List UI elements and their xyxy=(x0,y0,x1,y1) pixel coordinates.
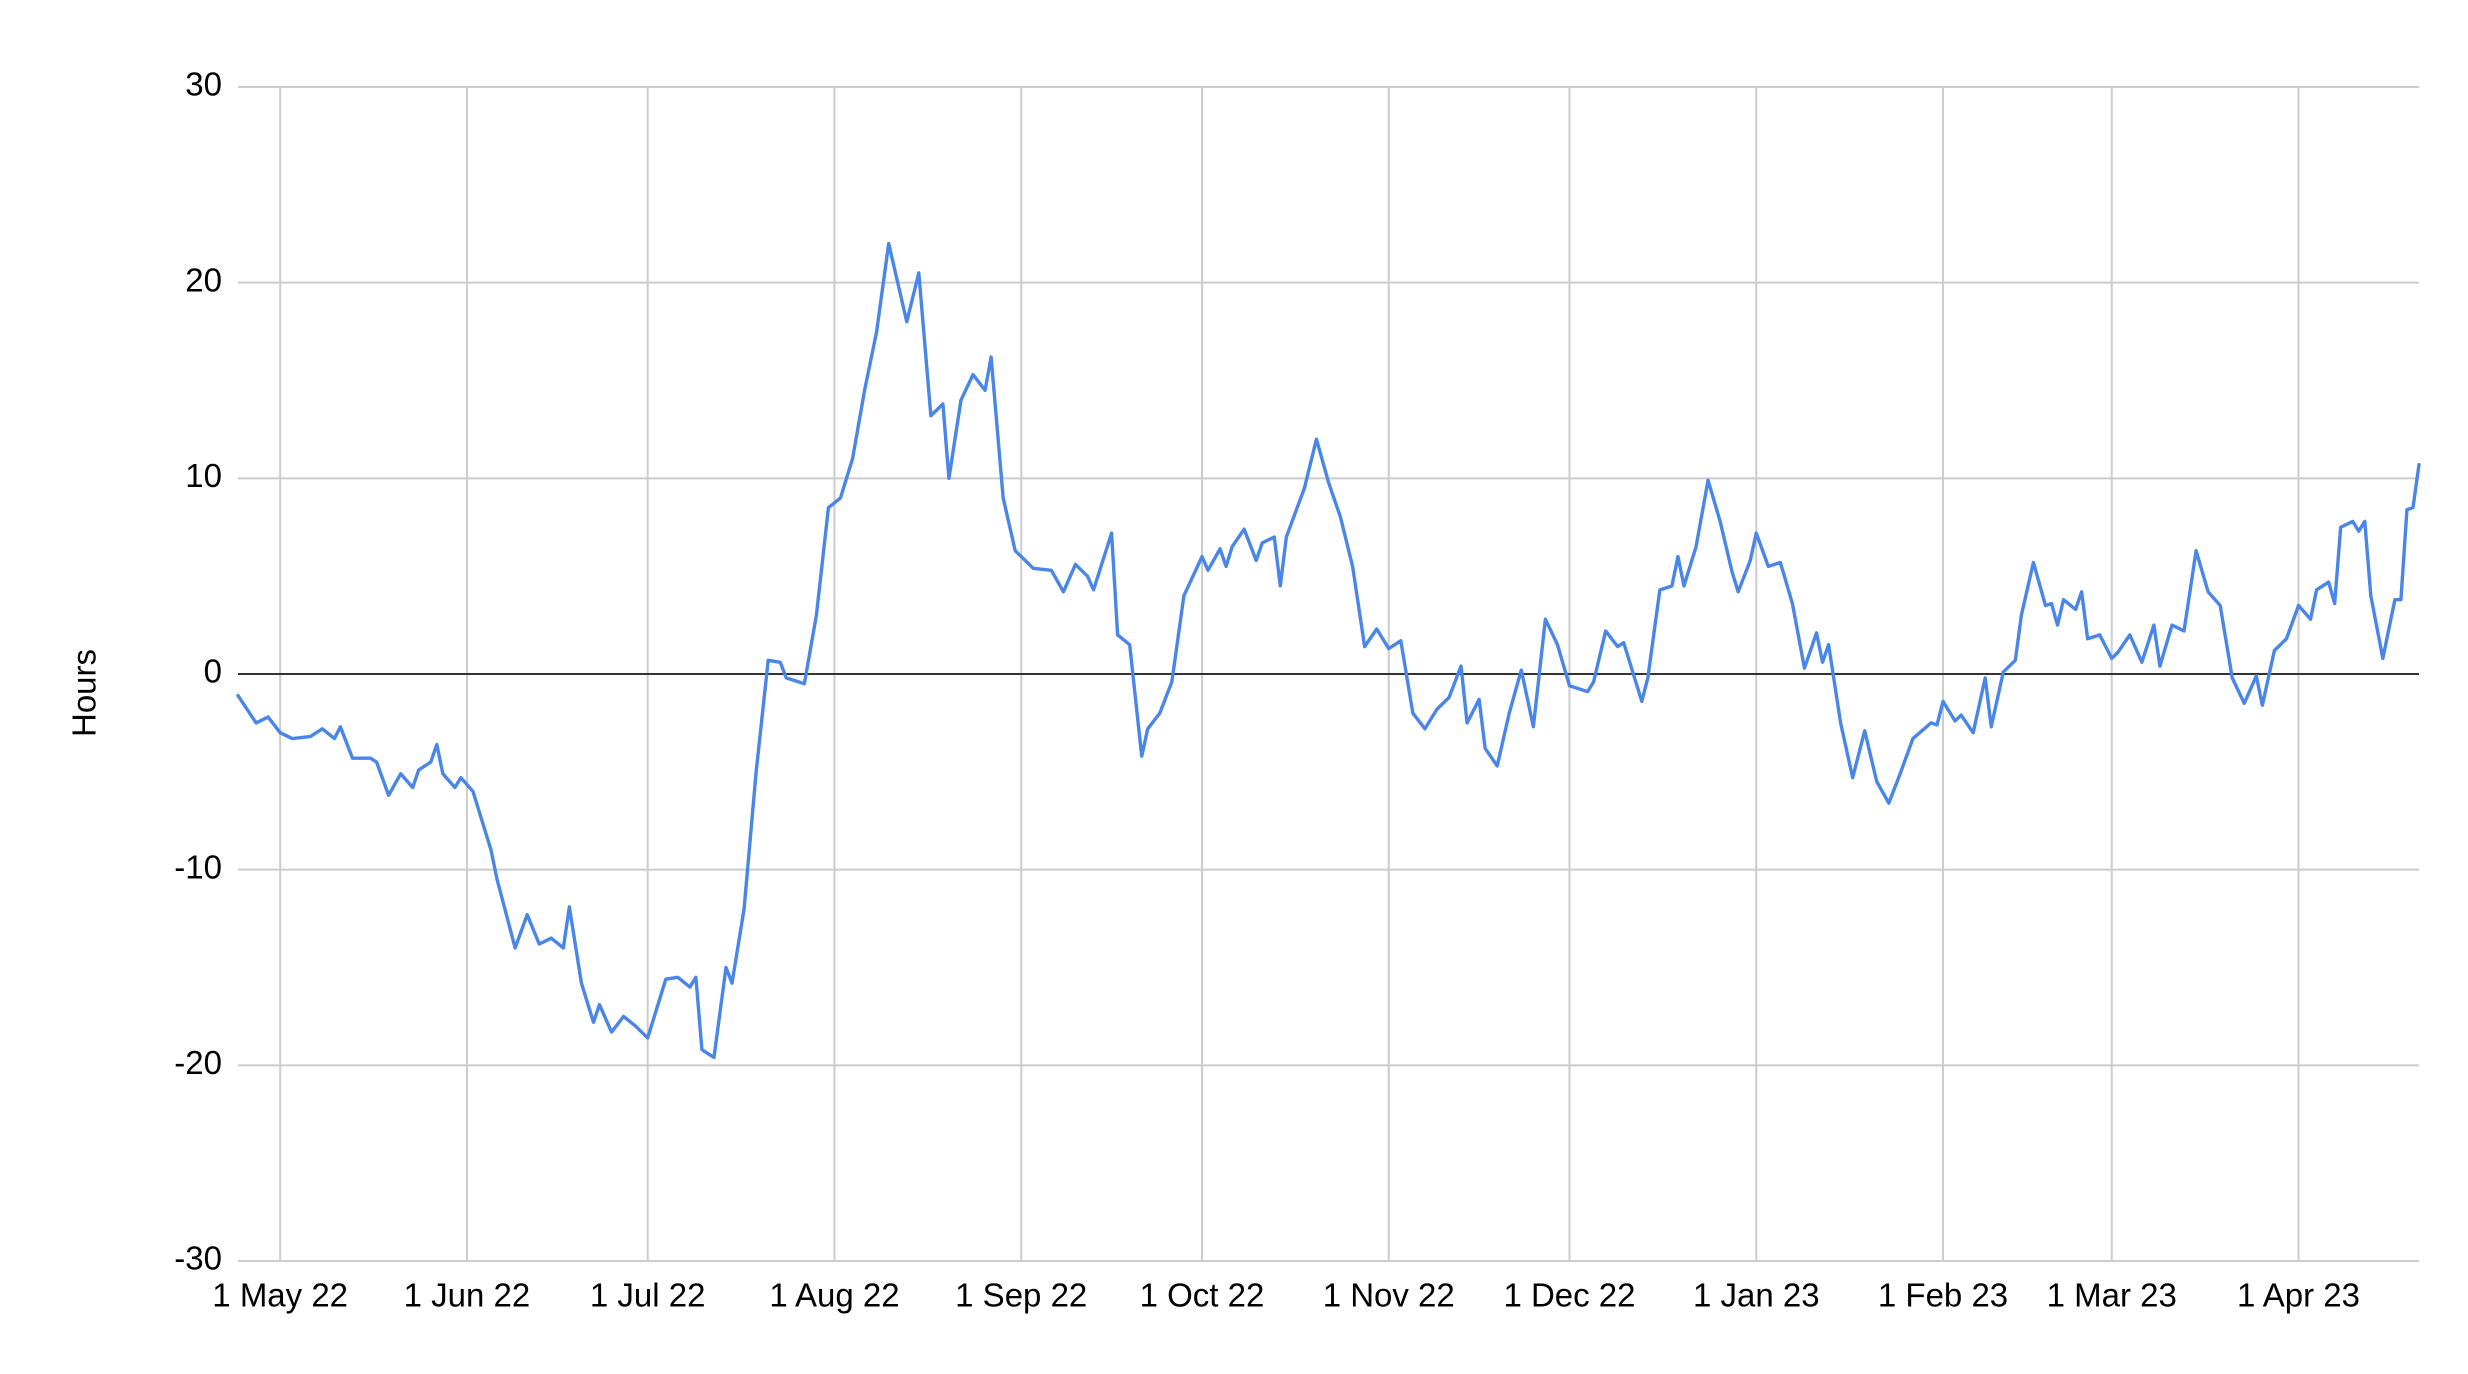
data-line xyxy=(236,241,2421,1060)
x-tick-label: 1 Sep 22 xyxy=(955,1277,1087,1314)
x-tick-label: 1 Oct 22 xyxy=(1140,1277,1265,1314)
x-tick-label: 1 Feb 23 xyxy=(1878,1277,2008,1314)
x-tick-label: 1 Nov 22 xyxy=(1323,1277,1455,1314)
x-tick-label: 1 May 22 xyxy=(212,1277,348,1314)
y-tick-label: 20 xyxy=(185,261,222,298)
x-tick-label: 1 Aug 22 xyxy=(769,1277,899,1314)
x-tick-label: 1 Jul 22 xyxy=(590,1277,706,1314)
y-tick-label: 0 xyxy=(204,653,222,690)
grid xyxy=(238,86,2419,1262)
y-tick-label: 10 xyxy=(185,457,222,494)
x-tick-label: 1 Mar 23 xyxy=(2047,1277,2177,1314)
y-tick-label: -10 xyxy=(174,848,222,885)
y-tick-label: -20 xyxy=(174,1044,222,1081)
x-tick-label: 1 Dec 22 xyxy=(1503,1277,1635,1314)
x-tick-label: 1 Jun 22 xyxy=(404,1277,531,1314)
x-tick-label: 1 Jan 23 xyxy=(1693,1277,1820,1314)
x-tick-label: 1 Apr 23 xyxy=(2237,1277,2360,1314)
y-tick-label: 30 xyxy=(185,66,222,103)
y-tick-label: -30 xyxy=(174,1240,222,1277)
y-axis-label: Hours xyxy=(66,649,103,737)
